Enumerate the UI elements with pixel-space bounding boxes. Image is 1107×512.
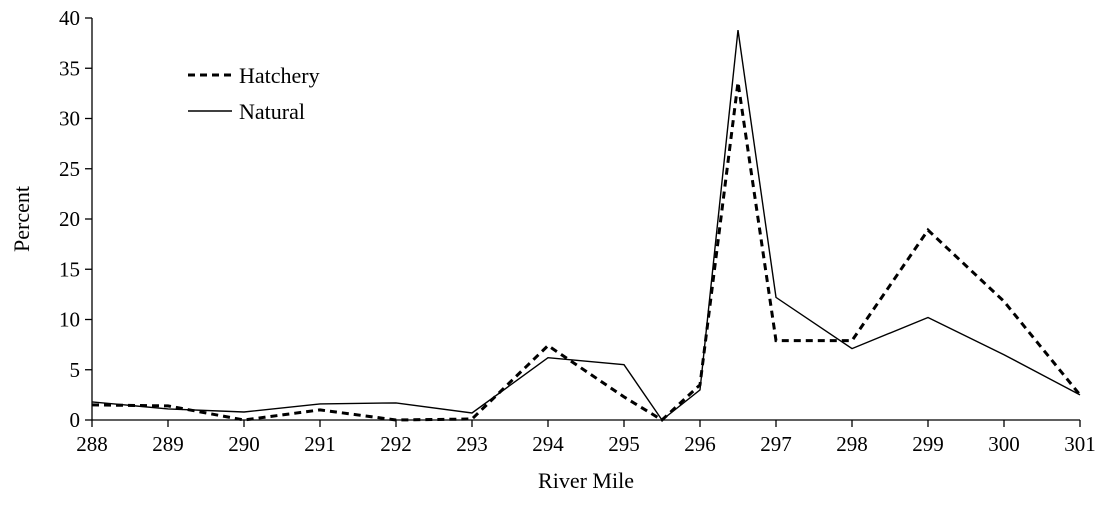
x-tick-label: 293 <box>456 432 488 456</box>
x-tick-label: 300 <box>988 432 1020 456</box>
series-line-hatchery <box>91 82 1082 422</box>
x-tick-label: 295 <box>608 432 640 456</box>
ticks: 0 5 10 15 20 25 30 35 40 288 289 290 291 292 293 294 295… <box>59 6 1096 456</box>
x-tick-label: 290 <box>228 432 260 456</box>
x-tick-label: 289 <box>152 432 184 456</box>
x-tick-label: 288 <box>76 432 108 456</box>
y-tick-label: 35 <box>59 56 80 80</box>
legend-label-hatchery: Hatchery <box>239 63 320 88</box>
y-axis-title: Percent <box>9 186 34 252</box>
y-tick-label: 10 <box>59 308 80 332</box>
x-tick-label: 294 <box>532 432 564 456</box>
y-tick-label: 25 <box>59 157 80 181</box>
series-line-natural <box>91 30 1081 422</box>
x-tick-label: 296 <box>684 432 716 456</box>
series-group <box>91 30 1082 422</box>
y-tick-label: 15 <box>59 257 80 281</box>
y-tick-label: 40 <box>59 6 80 30</box>
y-tick-label: 30 <box>59 107 80 131</box>
y-tick-label: 20 <box>59 207 80 231</box>
legend-label-natural: Natural <box>239 99 305 124</box>
x-tick-label: 297 <box>760 432 792 456</box>
x-tick-label: 291 <box>304 432 336 456</box>
x-tick-label: 298 <box>836 432 868 456</box>
y-tick-label: 0 <box>70 408 81 432</box>
x-tick-label: 301 <box>1064 432 1096 456</box>
y-tick-label: 5 <box>70 358 81 382</box>
x-tick-label: 292 <box>380 432 412 456</box>
x-axis-title: River Mile <box>538 468 634 493</box>
x-tick-label: 299 <box>912 432 944 456</box>
legend: Hatchery Natural <box>188 63 320 124</box>
